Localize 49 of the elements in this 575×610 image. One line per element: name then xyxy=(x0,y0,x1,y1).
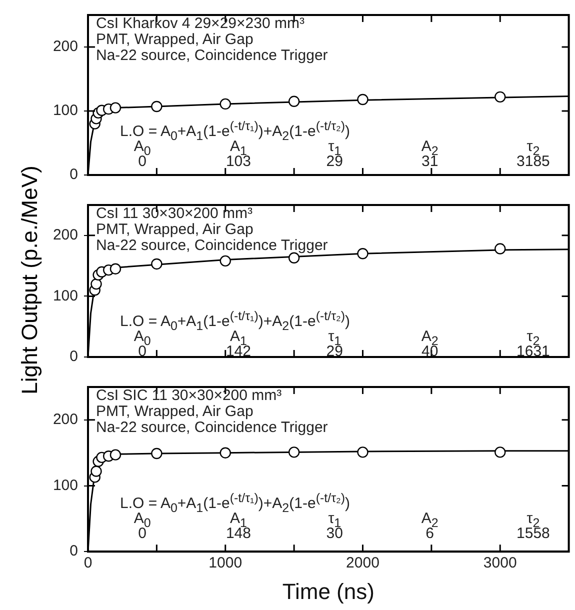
annotation: 0 xyxy=(170,319,178,333)
point xyxy=(220,255,231,267)
x-tick-label: 3000 xyxy=(483,554,517,572)
point xyxy=(90,466,102,477)
point xyxy=(220,98,231,110)
text: 0 xyxy=(138,525,146,542)
y-tick-label: 100 xyxy=(52,476,78,494)
point xyxy=(110,102,122,114)
y-tick-label: 0 xyxy=(70,348,78,366)
point xyxy=(151,100,162,112)
x-axis-title: Time (ns) xyxy=(282,578,374,604)
y-tick-label: 100 xyxy=(52,287,78,304)
point xyxy=(357,248,368,260)
annotation: CsI 11 30×30×200 mm³ xyxy=(96,205,252,222)
point xyxy=(110,449,122,460)
point xyxy=(110,263,122,274)
y-tick-label: 100 xyxy=(52,102,78,120)
point xyxy=(288,446,300,458)
annotation: Na-22 source, Coincidence Trigger xyxy=(96,419,328,436)
y-tick-label: 200 xyxy=(52,411,78,428)
point xyxy=(288,96,300,107)
y-tick-label: 200 xyxy=(52,226,78,244)
x-tick-label: 1000 xyxy=(208,554,242,572)
point xyxy=(90,278,102,290)
annotation: CsI SIC 11 30×30×200 mm³ xyxy=(96,387,282,404)
y-tick-label: 0 xyxy=(70,166,78,184)
annotation: PMT, Wrapped, Air Gap xyxy=(96,31,254,48)
annotation: Na-22 source, Coincidence Trigger xyxy=(96,47,328,64)
point xyxy=(151,448,162,460)
point xyxy=(357,446,368,458)
text: 0 xyxy=(138,343,146,360)
annotation: Na-22 source, Coincidence Trigger xyxy=(96,237,328,254)
annotation: PMT, Wrapped, Air Gap xyxy=(96,221,254,238)
point xyxy=(357,94,368,106)
point xyxy=(494,243,506,254)
annotation: CsI Kharkov 4 29×29×230 mm³ xyxy=(96,15,304,32)
point xyxy=(151,258,162,270)
y-tick-label: 0 xyxy=(70,542,78,560)
annotation: 0 xyxy=(170,129,178,143)
annotation: PMT, Wrapped, Air Gap xyxy=(96,403,254,420)
point xyxy=(494,446,506,458)
y-tick-label: 200 xyxy=(52,38,78,56)
x-tick-label: 2000 xyxy=(346,554,380,572)
point xyxy=(494,91,506,103)
y-axis-title: Light Output (p.e./MeV) xyxy=(17,166,43,394)
annotation: 0 xyxy=(170,501,178,515)
x-tick-label: 0 xyxy=(84,554,92,572)
point xyxy=(220,447,231,458)
text: 0 xyxy=(138,153,146,170)
